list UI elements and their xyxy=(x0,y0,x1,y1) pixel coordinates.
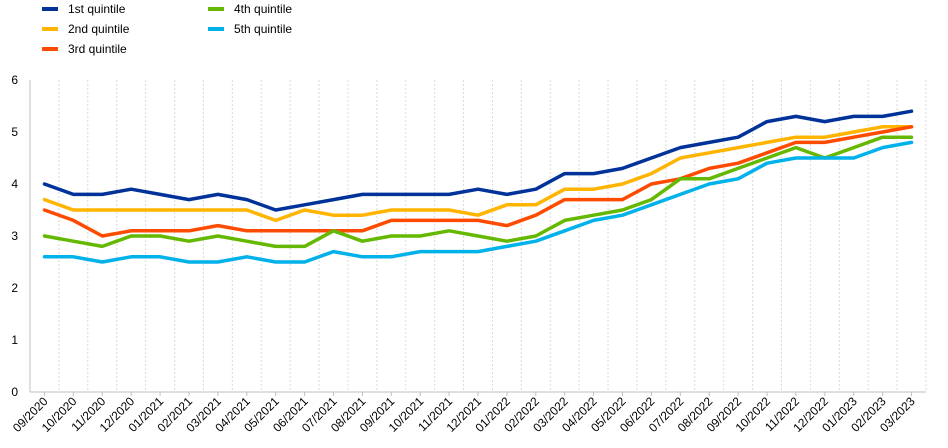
legend-label-1st-quintile: 1st quintile xyxy=(68,2,126,16)
series-line-2 xyxy=(42,125,914,223)
y-tick-label-3: 3 xyxy=(11,229,18,243)
y-tick-label-5: 5 xyxy=(11,125,18,139)
legend-label-3rd-quintile: 3rd quintile xyxy=(68,42,127,56)
legend-item-3rd-quintile: 3rd quintile xyxy=(42,42,127,56)
series-line-5 xyxy=(42,140,914,264)
legend-item-1st-quintile: 1st quintile xyxy=(42,2,125,16)
y-tick-label-0: 0 xyxy=(11,385,18,399)
legend-label-5th-quintile: 5th quintile xyxy=(234,22,293,36)
legend-swatch-2nd-quintile xyxy=(42,27,58,31)
y-tick-label-1: 1 xyxy=(11,333,18,347)
series-line-4 xyxy=(42,135,914,249)
y-tick-label-4: 4 xyxy=(11,177,18,191)
series-line-1 xyxy=(42,109,914,212)
y-tick-label-2: 2 xyxy=(11,281,18,295)
legend-item-5th-quintile: 5th quintile xyxy=(208,22,292,36)
legend-swatch-4th-quintile xyxy=(208,7,224,11)
y-tick-label-6: 6 xyxy=(11,73,18,87)
series-line-3 xyxy=(42,125,914,238)
legend-swatch-1st-quintile xyxy=(42,7,58,11)
legend-label-4th-quintile: 4th quintile xyxy=(234,2,293,16)
legend-label-2nd-quintile: 2nd quintile xyxy=(68,22,130,36)
legend-item-4th-quintile: 4th quintile xyxy=(208,2,292,16)
chart-legend: 1st quintile 2nd quintile 3rd quintile 4… xyxy=(0,0,948,70)
legend-swatch-3rd-quintile xyxy=(42,47,58,51)
legend-swatch-5th-quintile xyxy=(208,27,224,31)
legend-item-2nd-quintile: 2nd quintile xyxy=(42,22,129,36)
